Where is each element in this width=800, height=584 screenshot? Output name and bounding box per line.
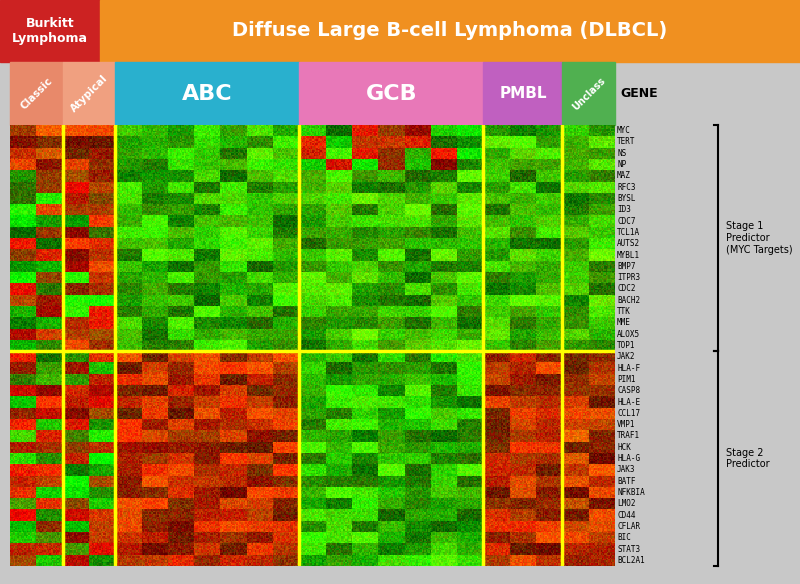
Text: TRAF1: TRAF1 (617, 432, 640, 440)
Text: CDC2: CDC2 (617, 284, 635, 294)
Text: STAT3: STAT3 (617, 544, 640, 554)
Text: JAK2: JAK2 (617, 352, 635, 361)
Text: BATF: BATF (617, 477, 635, 486)
Text: CFLAR: CFLAR (617, 522, 640, 531)
Bar (562, 62, 615, 125)
Text: TOP1: TOP1 (617, 341, 635, 350)
Text: HLA-E: HLA-E (617, 398, 640, 406)
Text: PIM1: PIM1 (617, 375, 635, 384)
Text: BCL2A1: BCL2A1 (617, 556, 645, 565)
Text: CCL17: CCL17 (617, 409, 640, 418)
Text: RFC3: RFC3 (617, 183, 635, 192)
Text: CD44: CD44 (617, 510, 635, 520)
Text: ALOX5: ALOX5 (617, 330, 640, 339)
Text: Classic: Classic (18, 76, 54, 112)
Bar (100, 0, 800, 62)
Text: JAK3: JAK3 (617, 465, 635, 474)
Text: BYSL: BYSL (617, 194, 635, 203)
Text: Stage 1
Predictor
(MYC Targets): Stage 1 Predictor (MYC Targets) (726, 221, 793, 255)
Text: VMP1: VMP1 (617, 420, 635, 429)
Text: MME: MME (617, 318, 631, 328)
Bar (115, 62, 299, 125)
Text: HLA-G: HLA-G (617, 454, 640, 463)
Text: Unclass: Unclass (570, 75, 607, 112)
Text: ITPR3: ITPR3 (617, 273, 640, 282)
Text: NFKBIA: NFKBIA (617, 488, 645, 497)
Text: HLA-F: HLA-F (617, 364, 640, 373)
Text: MYC: MYC (617, 126, 631, 135)
Text: NP: NP (617, 160, 626, 169)
Bar (299, 62, 483, 125)
Text: BIC: BIC (617, 533, 631, 542)
Text: Diffuse Large B-cell Lymphoma (DLBCL): Diffuse Large B-cell Lymphoma (DLBCL) (232, 22, 668, 40)
Text: BMP7: BMP7 (617, 262, 635, 271)
Text: Burkitt
Lymphoma: Burkitt Lymphoma (12, 17, 88, 45)
Text: GENE: GENE (620, 87, 658, 100)
Text: TCL1A: TCL1A (617, 228, 640, 237)
Bar (0, 0, 100, 62)
Text: HCK: HCK (617, 443, 631, 452)
Bar (10, 62, 62, 125)
Text: ABC: ABC (182, 84, 233, 103)
Text: TTK: TTK (617, 307, 631, 316)
Text: Stage 2
Predictor: Stage 2 Predictor (726, 448, 770, 470)
Text: CASP8: CASP8 (617, 386, 640, 395)
Text: Atypical: Atypical (69, 73, 110, 114)
Bar (62, 62, 115, 125)
Text: PMBL: PMBL (499, 86, 546, 101)
Text: BACH2: BACH2 (617, 296, 640, 305)
Text: AUTS2: AUTS2 (617, 239, 640, 248)
Text: NS: NS (617, 149, 626, 158)
Text: LMO2: LMO2 (617, 499, 635, 508)
Text: MAZ: MAZ (617, 171, 631, 180)
Bar (483, 62, 562, 125)
Text: ID3: ID3 (617, 206, 631, 214)
Text: MYBL1: MYBL1 (617, 251, 640, 259)
Text: CDC7: CDC7 (617, 217, 635, 225)
Text: TERT: TERT (617, 137, 635, 147)
Text: GCB: GCB (366, 84, 418, 103)
